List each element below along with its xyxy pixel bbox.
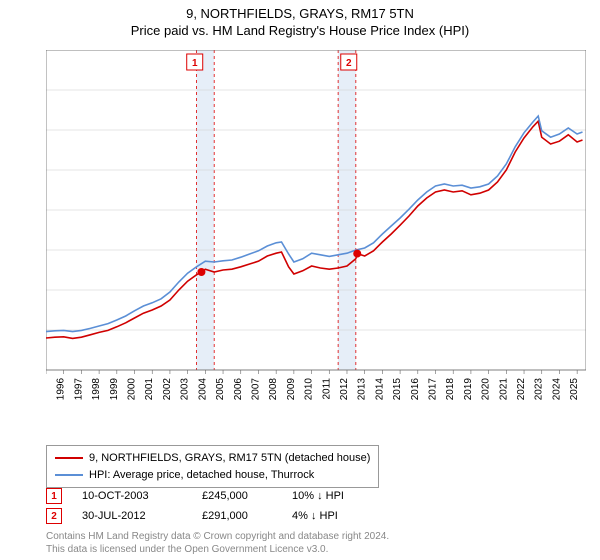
sale-date-1: 10-OCT-2003 xyxy=(82,490,182,502)
svg-text:2008: 2008 xyxy=(268,378,279,401)
svg-text:2024: 2024 xyxy=(551,378,562,401)
sale-marker-1: 1 xyxy=(46,488,62,504)
svg-text:2021: 2021 xyxy=(498,378,509,401)
title-main: 9, NORTHFIELDS, GRAYS, RM17 5TN xyxy=(0,6,600,21)
svg-text:2003: 2003 xyxy=(180,378,191,401)
sale-row-2: 2 30-JUL-2012 £291,000 4% ↓ HPI xyxy=(46,508,372,524)
svg-text:1995: 1995 xyxy=(46,378,49,401)
svg-text:1998: 1998 xyxy=(91,378,102,401)
legend-label-2: HPI: Average price, detached house, Thur… xyxy=(89,467,314,484)
svg-text:2: 2 xyxy=(346,58,352,69)
svg-text:2015: 2015 xyxy=(392,378,403,401)
svg-text:2005: 2005 xyxy=(215,378,226,401)
legend-row-1: 9, NORTHFIELDS, GRAYS, RM17 5TN (detache… xyxy=(55,450,370,467)
footer: Contains HM Land Registry data © Crown c… xyxy=(46,530,389,556)
svg-text:2022: 2022 xyxy=(516,378,527,401)
svg-text:2011: 2011 xyxy=(321,378,332,400)
title-block: 9, NORTHFIELDS, GRAYS, RM17 5TN Price pa… xyxy=(0,0,600,38)
svg-text:2016: 2016 xyxy=(410,378,421,401)
svg-text:2019: 2019 xyxy=(463,378,474,401)
chart-container: 9, NORTHFIELDS, GRAYS, RM17 5TN Price pa… xyxy=(0,0,600,560)
svg-text:2000: 2000 xyxy=(127,378,138,401)
svg-text:2009: 2009 xyxy=(286,378,297,401)
svg-text:2006: 2006 xyxy=(233,378,244,401)
svg-text:2017: 2017 xyxy=(428,378,439,401)
svg-text:2002: 2002 xyxy=(162,378,173,401)
svg-text:2013: 2013 xyxy=(357,378,368,401)
svg-text:2004: 2004 xyxy=(197,378,208,401)
svg-text:2018: 2018 xyxy=(445,378,456,401)
sale-price-1: £245,000 xyxy=(202,490,272,502)
svg-text:2001: 2001 xyxy=(144,378,155,401)
sale-date-2: 30-JUL-2012 xyxy=(82,510,182,522)
legend-label-1: 9, NORTHFIELDS, GRAYS, RM17 5TN (detache… xyxy=(89,450,370,467)
svg-text:1: 1 xyxy=(192,58,198,69)
svg-text:2014: 2014 xyxy=(374,378,385,401)
svg-text:2007: 2007 xyxy=(250,378,261,401)
legend-swatch-2 xyxy=(55,474,83,476)
svg-text:2012: 2012 xyxy=(339,378,350,401)
chart-area: £0£100K£200K£300K£400K£500K£600K£700K£80… xyxy=(46,50,586,400)
legend-row-2: HPI: Average price, detached house, Thur… xyxy=(55,467,370,484)
legend-swatch-1 xyxy=(55,457,83,459)
svg-text:2023: 2023 xyxy=(534,378,545,401)
footer-line-1: Contains HM Land Registry data © Crown c… xyxy=(46,530,389,543)
svg-text:2025: 2025 xyxy=(569,378,580,401)
sale-row-1: 1 10-OCT-2003 £245,000 10% ↓ HPI xyxy=(46,488,372,504)
sale-marker-2: 2 xyxy=(46,508,62,524)
sale-diff-1: 10% ↓ HPI xyxy=(292,490,372,502)
svg-text:1999: 1999 xyxy=(109,378,120,401)
title-sub: Price paid vs. HM Land Registry's House … xyxy=(0,23,600,38)
footer-line-2: This data is licensed under the Open Gov… xyxy=(46,543,389,556)
svg-text:1996: 1996 xyxy=(56,378,67,401)
svg-text:2010: 2010 xyxy=(304,378,315,401)
chart-svg: £0£100K£200K£300K£400K£500K£600K£700K£80… xyxy=(46,50,586,430)
legend-box: 9, NORTHFIELDS, GRAYS, RM17 5TN (detache… xyxy=(46,445,379,488)
sale-price-2: £291,000 xyxy=(202,510,272,522)
sale-diff-2: 4% ↓ HPI xyxy=(292,510,372,522)
svg-text:2020: 2020 xyxy=(481,378,492,401)
svg-text:1997: 1997 xyxy=(73,378,84,401)
